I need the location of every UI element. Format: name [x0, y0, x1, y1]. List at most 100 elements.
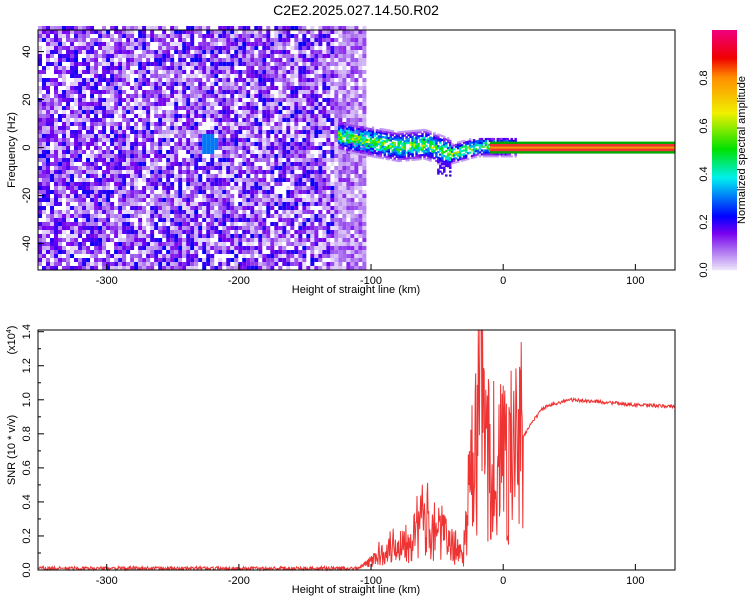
- heatmap-cell: [194, 126, 199, 130]
- heatmap-cell: [122, 226, 127, 230]
- heatmap-cell: [126, 62, 131, 66]
- heatmap-cell: [314, 162, 319, 166]
- heatmap-cell: [90, 202, 95, 206]
- heatmap-cell: [338, 46, 343, 50]
- heatmap-cell: [142, 74, 147, 78]
- heatmap-cell: [346, 182, 351, 186]
- heatmap-cell: [298, 186, 303, 190]
- heatmap-cell: [174, 142, 179, 146]
- heatmap-cell: [130, 170, 135, 174]
- heatmap-cell: [361, 153, 365, 156]
- heatmap-cell: [429, 136, 432, 139]
- heatmap-cell: [282, 214, 287, 218]
- heatmap-cell: [170, 78, 175, 82]
- heatmap-cell: [338, 150, 343, 154]
- heatmap-cell: [383, 151, 387, 154]
- heatmap-cell: [298, 118, 303, 122]
- heatmap-cell: [242, 182, 247, 186]
- heatmap-cell: [82, 78, 87, 82]
- heatmap-cell: [158, 86, 163, 90]
- heatmap-cell: [98, 218, 103, 222]
- heatmap-cell: [194, 226, 199, 230]
- heatmap-cell: [178, 146, 183, 150]
- heatmap-cell: [110, 170, 115, 174]
- heatmap-cell: [222, 78, 227, 82]
- heatmap-cell: [282, 162, 287, 166]
- heatmap-cell: [66, 66, 71, 70]
- heatmap-cell: [373, 134, 377, 137]
- heatmap-cell: [437, 150, 440, 154]
- heatmap-cell: [214, 90, 219, 94]
- heatmap-cell: [343, 142, 347, 145]
- heatmap-cell: [202, 86, 207, 90]
- heatmap-cell: [90, 222, 95, 226]
- heatmap-cell: [190, 242, 195, 246]
- heatmap-cell: [365, 150, 369, 153]
- heatmap-cell: [82, 178, 87, 182]
- heatmap-cell: [342, 166, 347, 170]
- heatmap-cell: [142, 70, 147, 74]
- heatmap-cell: [150, 242, 155, 246]
- heatmap-cell: [182, 34, 187, 38]
- heatmap-cell: [266, 50, 271, 54]
- heatmap-cell: [456, 147, 460, 150]
- heatmap-cell: [206, 142, 211, 146]
- heatmap-cell: [266, 146, 271, 150]
- heatmap-cell: [362, 258, 367, 262]
- heatmap-cell: [274, 46, 279, 50]
- heatmap-cell: [230, 34, 235, 38]
- heatmap-cell: [98, 54, 103, 58]
- heatmap-cell: [242, 90, 247, 94]
- heatmap-cell: [246, 110, 251, 114]
- heatmap-cell: [230, 122, 235, 126]
- heatmap-cell: [214, 66, 219, 70]
- heatmap-cell: [435, 144, 438, 147]
- heatmap-cell: [222, 234, 227, 238]
- heatmap-cell: [218, 138, 223, 142]
- heatmap-cell: [170, 262, 175, 266]
- heatmap-cell: [102, 58, 107, 62]
- heatmap-cell: [86, 214, 91, 218]
- heatmap-cell: [326, 210, 331, 214]
- heatmap-cell: [174, 130, 179, 134]
- heatmap-cell: [282, 238, 287, 242]
- heatmap-cell: [238, 134, 243, 138]
- heatmap-cell: [306, 126, 311, 130]
- heatmap-cell: [330, 150, 335, 154]
- heatmap-cell: [343, 134, 347, 138]
- heatmap-cell: [46, 226, 51, 230]
- heatmap-cell: [250, 202, 255, 206]
- heatmap-cell: [393, 147, 397, 150]
- heatmap-cell: [254, 214, 259, 218]
- heatmap-cell: [389, 129, 393, 132]
- heatmap-cell: [102, 246, 107, 250]
- heatmap-cell: [342, 214, 347, 218]
- heatmap-cell: [202, 258, 207, 262]
- heatmap-cell: [367, 148, 371, 152]
- heatmap-cell: [347, 151, 351, 154]
- heatmap-cell: [62, 238, 67, 242]
- heatmap-cell: [106, 182, 111, 186]
- heatmap-cell: [450, 148, 454, 151]
- heatmap-cell: [403, 142, 406, 145]
- heatmap-cell: [270, 142, 275, 146]
- heatmap-cell: [290, 150, 295, 154]
- heatmap-cell: [222, 118, 227, 122]
- heatmap-cell: [62, 126, 67, 130]
- heatmap-cell: [178, 138, 183, 142]
- heatmap-cell: [94, 42, 99, 46]
- heatmap-cell: [122, 114, 127, 118]
- heatmap-cell: [250, 34, 255, 38]
- heatmap-cell: [362, 182, 367, 186]
- heatmap-cell: [122, 62, 127, 66]
- heatmap-cell: [423, 153, 426, 157]
- heatmap-cell: [66, 126, 71, 130]
- heatmap-cell: [226, 70, 231, 74]
- heatmap-cell: [138, 242, 143, 246]
- heatmap-cell: [154, 98, 159, 102]
- heatmap-cell: [106, 226, 111, 230]
- heatmap-cell: [154, 62, 159, 66]
- heatmap-cell: [371, 143, 375, 146]
- heatmap-cell: [110, 66, 115, 70]
- heatmap-cell: [42, 134, 47, 138]
